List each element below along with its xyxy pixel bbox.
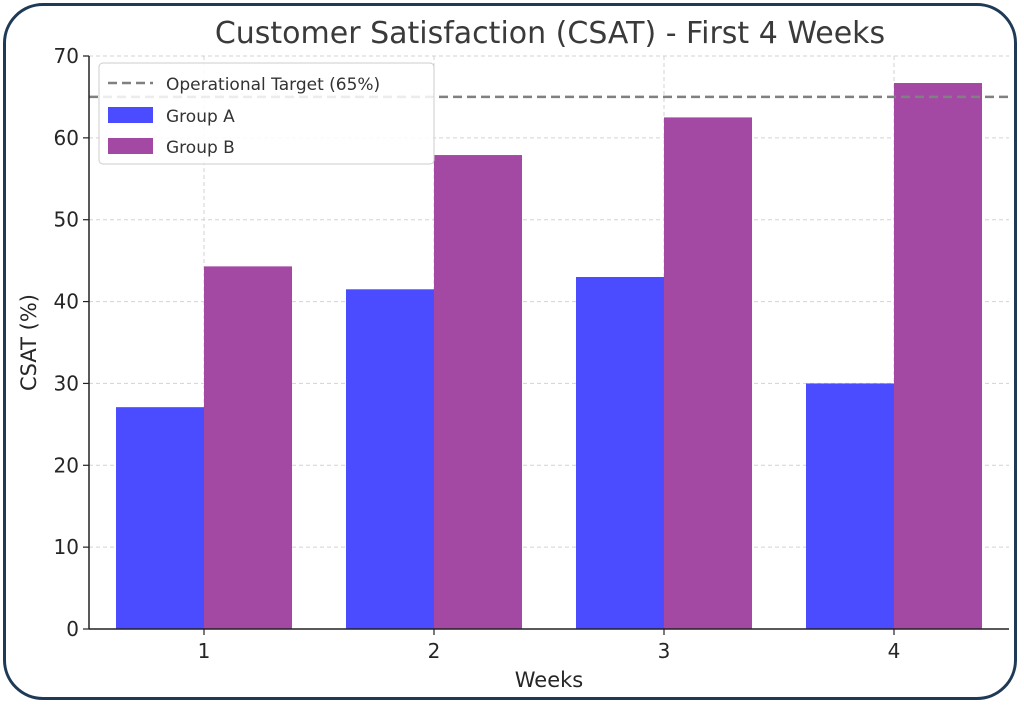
y-tick-label: 10 — [54, 535, 79, 559]
bar-group-a-week-1 — [116, 407, 204, 629]
x-tick-label: 4 — [888, 639, 901, 663]
bar-group-b-week-3 — [664, 117, 752, 630]
y-axis-title: CSAT (%) — [17, 294, 41, 391]
y-tick-label: 50 — [54, 208, 79, 232]
bar-group-b-week-1 — [204, 266, 292, 629]
bar-group-b-week-2 — [434, 155, 522, 629]
bar-group-a-week-2 — [346, 289, 434, 629]
x-axis-title: Weeks — [515, 668, 583, 692]
y-tick-label: 20 — [54, 453, 79, 477]
bar-group-a-week-3 — [576, 277, 664, 629]
y-tick-label: 60 — [54, 126, 79, 150]
legend-label-group-a: Group A — [166, 107, 235, 127]
legend-label-group-b: Group B — [166, 138, 235, 158]
x-tick-label: 1 — [198, 639, 211, 663]
legend-box — [98, 62, 435, 165]
y-tick-label: 0 — [66, 617, 79, 641]
chart-frame: Customer Satisfaction (CSAT) - First 4 W… — [3, 3, 1017, 700]
bar-group-a-week-4 — [806, 383, 894, 629]
legend-swatch-group-a — [108, 107, 153, 123]
legend-label-target: Operational Target (65%) — [166, 75, 380, 95]
chart-title: Customer Satisfaction (CSAT) - First 4 W… — [215, 16, 885, 51]
y-tick-label: 70 — [54, 44, 79, 68]
x-tick-label: 2 — [428, 639, 441, 663]
y-tick-label: 40 — [54, 290, 79, 314]
y-tick-label: 30 — [54, 371, 79, 395]
x-tick-label: 3 — [658, 639, 671, 663]
axes: 0 10 20 30 40 50 60 70 1 2 3 4 — [54, 44, 1009, 663]
legend-swatch-group-b — [108, 138, 153, 154]
chart-canvas: Customer Satisfaction (CSAT) - First 4 W… — [17, 16, 1009, 692]
bars — [116, 83, 982, 630]
legend: Operational Target (65%) Group A Group B — [98, 62, 435, 165]
bar-group-b-week-4 — [894, 83, 982, 629]
